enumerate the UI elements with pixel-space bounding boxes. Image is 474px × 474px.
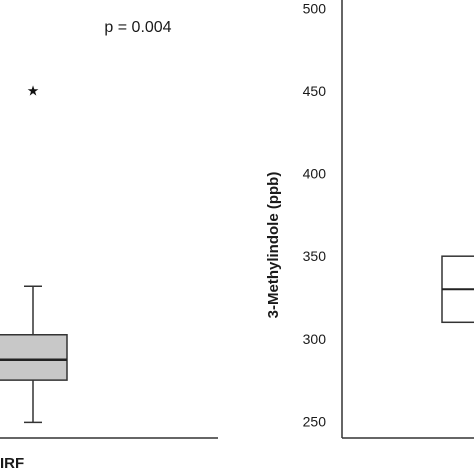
y-tick-label: 250	[303, 413, 327, 429]
x-tick-label-irf: IRF	[0, 455, 24, 472]
y-tick-label: 300	[303, 331, 327, 347]
box-iqr	[0, 334, 68, 381]
right-chart: 3-Methylindole (ppb) 250 300 350 400 450 500	[265, 0, 474, 439]
outlier-star: ★	[27, 84, 40, 100]
p-value-annotation: p = 0.004	[104, 19, 171, 36]
y-tick-label: 500	[303, 0, 327, 16]
y-tick-label: 400	[303, 166, 327, 182]
y-tick-label: 350	[303, 248, 327, 264]
y-axis-label: 3-Methylindole (ppb)	[265, 172, 282, 319]
right-tick-labels: 250 300 350 400 450 500	[303, 0, 327, 429]
right-box-group	[441, 255, 474, 324]
left-box-group: ★	[0, 84, 68, 424]
left-chart: p = 0.004 ★ IRF	[0, 19, 218, 472]
y-tick-label: 450	[303, 83, 327, 99]
